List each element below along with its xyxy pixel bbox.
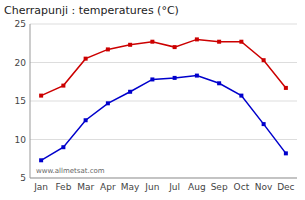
x-tick-label: May [121,182,140,192]
y-tick-label: 20 [15,58,27,68]
point-marker [195,74,199,78]
point-marker [84,57,88,61]
chart: Cherrapunji : temperatures (°C) 5 10 15 20 25… [0,0,305,200]
point-marker [284,151,288,155]
y-tick-label: 10 [15,135,27,145]
point-marker [84,118,88,122]
y-tick-label: 5 [20,173,26,183]
point-marker [106,47,110,51]
point-marker [284,86,288,90]
grid-line [30,178,297,179]
x-tick-label: Nov [255,182,273,192]
point-marker [128,90,132,94]
x-tick-label: Jul [168,182,180,192]
point-marker [239,40,243,44]
point-marker [39,158,43,162]
x-tick-label: Jun [144,182,159,192]
grid-line [30,62,297,63]
point-marker [173,76,177,80]
point-marker [61,84,65,88]
point-marker [61,145,65,149]
point-marker [239,94,243,98]
point-marker [39,94,43,98]
grid-line [30,24,297,25]
watermark: www.allmetsat.com [36,167,105,175]
point-marker [128,43,132,47]
chart-container: Cherrapunji : temperatures (°C) 5 10 15 20 25… [0,0,305,200]
point-marker [195,37,199,41]
point-marker [150,77,154,81]
point-marker [262,58,266,62]
title: Cherrapunji : temperatures (°C) [4,4,179,17]
x-tick-label: Aug [188,182,206,192]
point-marker [173,45,177,49]
series-line [41,76,286,161]
y-tick-label: 25 [15,19,26,29]
point-marker [217,81,221,85]
x-tick-label: Oct [234,182,250,192]
series-line [41,39,286,95]
point-marker [217,40,221,44]
plot-area [39,37,288,162]
x-tick-label: Mar [77,182,94,192]
y-tick-label: 15 [15,96,26,106]
point-marker [262,122,266,126]
point-marker [150,40,154,44]
x-tick-label: Feb [55,182,71,192]
point-marker [106,101,110,105]
x-tick-label: Sep [211,182,228,192]
x-tick-label: Dec [277,182,294,192]
x-tick-label: Apr [100,182,116,192]
x-tick-label: Jan [33,182,48,192]
grid-line [30,101,297,102]
y-axis [30,24,31,178]
x-axis [30,178,297,179]
